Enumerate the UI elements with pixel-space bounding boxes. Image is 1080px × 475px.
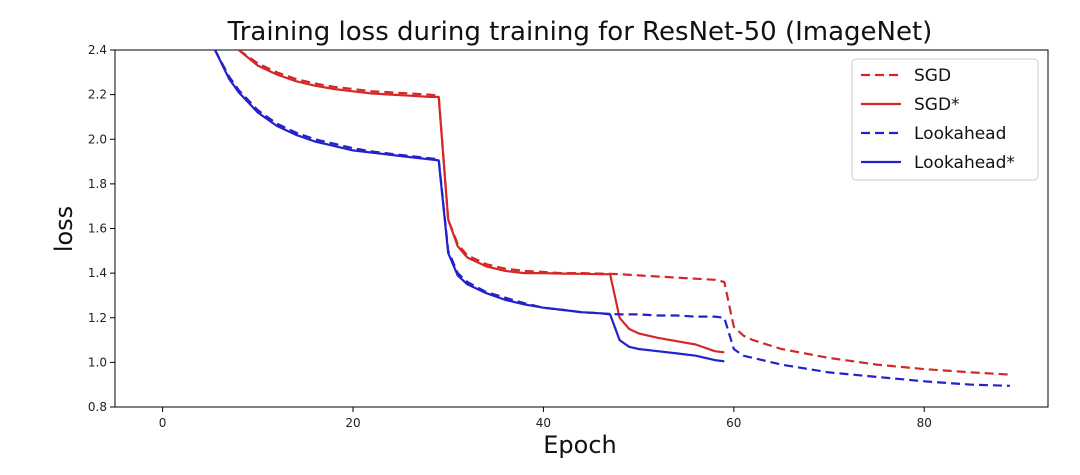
x-tick-label: 20 — [345, 416, 360, 430]
x-tick-label: 80 — [917, 416, 932, 430]
legend-label: SGD — [914, 66, 951, 86]
legend-label: SGD* — [914, 95, 960, 115]
y-tick-label: 2.2 — [88, 88, 107, 102]
x-tick-label: 60 — [726, 416, 741, 430]
x-axis-label: Epoch — [543, 431, 617, 459]
chart-title: Training loss during training for ResNet… — [227, 17, 933, 47]
y-tick-label: 1.4 — [88, 266, 107, 280]
x-axis: 0 20 40 60 80 — [159, 407, 932, 430]
legend: SGD SGD* Lookahead Lookahead* — [851, 58, 1039, 181]
y-axis-label: loss — [50, 206, 78, 252]
x-tick-label: 0 — [159, 416, 167, 430]
y-axis: 0.8 1.0 1.2 1.4 1.6 1.8 2.0 2.2 2.4 — [88, 43, 115, 414]
y-tick-label: 1.2 — [88, 311, 107, 325]
y-tick-label: 1.6 — [88, 222, 107, 236]
x-tick-label: 40 — [536, 416, 551, 430]
series-line-lookahead-star — [214, 50, 725, 363]
series-layer — [214, 50, 1010, 387]
y-tick-label: 2.4 — [88, 43, 107, 57]
legend-label: Lookahead — [914, 124, 1006, 144]
y-tick-label: 1.8 — [88, 177, 107, 191]
series-line-sgd-star — [238, 50, 725, 354]
y-tick-label: 1.0 — [88, 355, 107, 369]
y-tick-label: 2.0 — [88, 132, 107, 146]
legend-label: Lookahead* — [914, 153, 1015, 173]
series-line-sgd — [238, 50, 1010, 376]
legend-box — [851, 58, 1039, 181]
y-tick-label: 0.8 — [88, 400, 107, 414]
